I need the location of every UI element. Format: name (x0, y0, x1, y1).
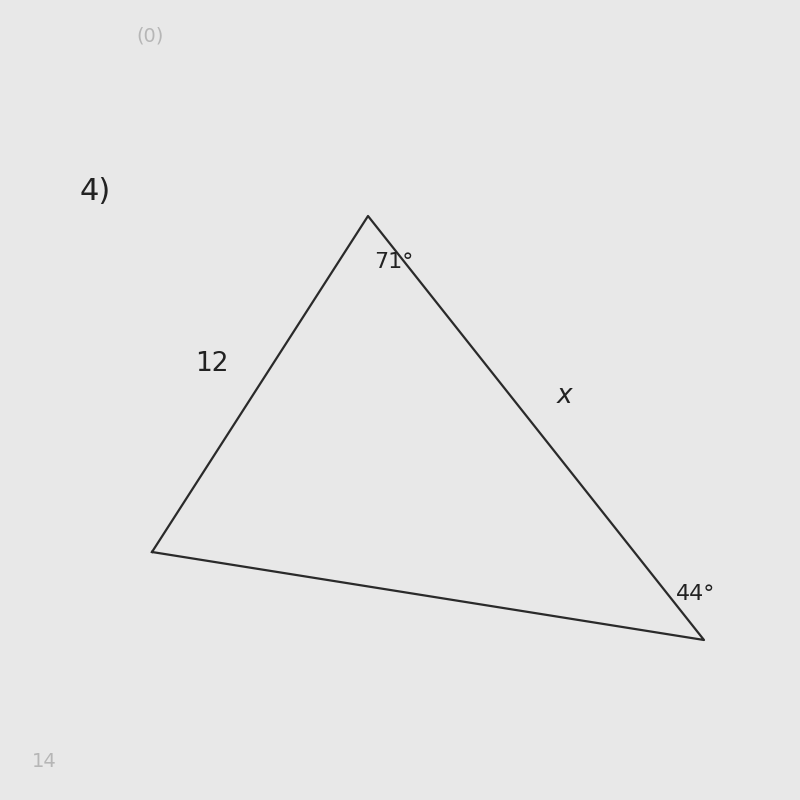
Text: 71°: 71° (374, 252, 414, 272)
Text: 44°: 44° (676, 584, 715, 604)
Text: 14: 14 (32, 752, 57, 771)
Text: x: x (556, 383, 572, 409)
Text: 4): 4) (80, 178, 111, 206)
Text: (0): (0) (136, 26, 163, 46)
Text: 12: 12 (195, 351, 229, 377)
